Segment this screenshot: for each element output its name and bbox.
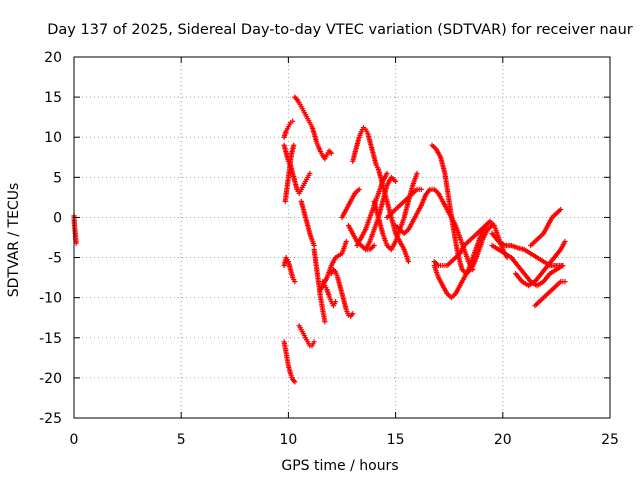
x-axis-label: GPS time / hours bbox=[281, 458, 398, 474]
data-point bbox=[311, 339, 317, 345]
data-point bbox=[356, 186, 362, 192]
y-tick-label: -5 bbox=[48, 251, 62, 267]
data-point bbox=[418, 186, 424, 192]
x-tick-label: 5 bbox=[177, 432, 186, 448]
y-tick-label: -25 bbox=[39, 411, 62, 427]
data-point bbox=[414, 170, 420, 176]
y-tick-label: 5 bbox=[53, 170, 62, 186]
y-tick-label: 15 bbox=[44, 90, 62, 106]
data-point bbox=[322, 319, 328, 325]
x-tick-label: 10 bbox=[279, 432, 297, 448]
x-tick-label: 0 bbox=[70, 432, 79, 448]
y-tick-label: -10 bbox=[39, 291, 62, 307]
x-tick-label: 20 bbox=[494, 432, 512, 448]
data-point bbox=[558, 206, 564, 213]
y-tick-label: -20 bbox=[39, 371, 62, 387]
data-point bbox=[393, 178, 399, 184]
data-point bbox=[328, 150, 334, 156]
y-tick-label: 20 bbox=[44, 50, 62, 66]
y-tick-label: 0 bbox=[53, 210, 62, 226]
data-point bbox=[560, 262, 566, 269]
y-tick-label: 10 bbox=[44, 130, 62, 146]
data-point bbox=[350, 311, 356, 317]
grid-layer bbox=[74, 57, 610, 418]
data-point bbox=[343, 238, 349, 245]
data-point bbox=[384, 170, 390, 176]
plot-frame bbox=[73, 56, 611, 419]
data-point bbox=[292, 279, 298, 285]
data-point bbox=[405, 258, 412, 265]
y-axis-label: SDTVAR / TECUs bbox=[6, 183, 22, 298]
data-points-layer bbox=[71, 94, 568, 385]
data-point bbox=[292, 379, 298, 385]
ticks-layer: 0 5 10 15 20 25 20 15 10 5 0 -5 -10 -15 -20 -25 bbox=[39, 50, 619, 448]
chart-title: Day 137 of 2025, Sidereal Day-to-day VTE… bbox=[47, 22, 633, 38]
data-point bbox=[562, 279, 568, 285]
data-point bbox=[332, 299, 339, 305]
y-tick-label: -15 bbox=[39, 331, 62, 347]
data-point bbox=[291, 142, 297, 148]
data-point bbox=[290, 118, 296, 124]
data-point bbox=[487, 218, 493, 225]
data-point bbox=[562, 238, 568, 245]
data-point bbox=[371, 242, 377, 249]
x-tick-label: 15 bbox=[387, 432, 405, 448]
data-point bbox=[307, 170, 313, 176]
x-tick-label: 25 bbox=[601, 432, 619, 448]
